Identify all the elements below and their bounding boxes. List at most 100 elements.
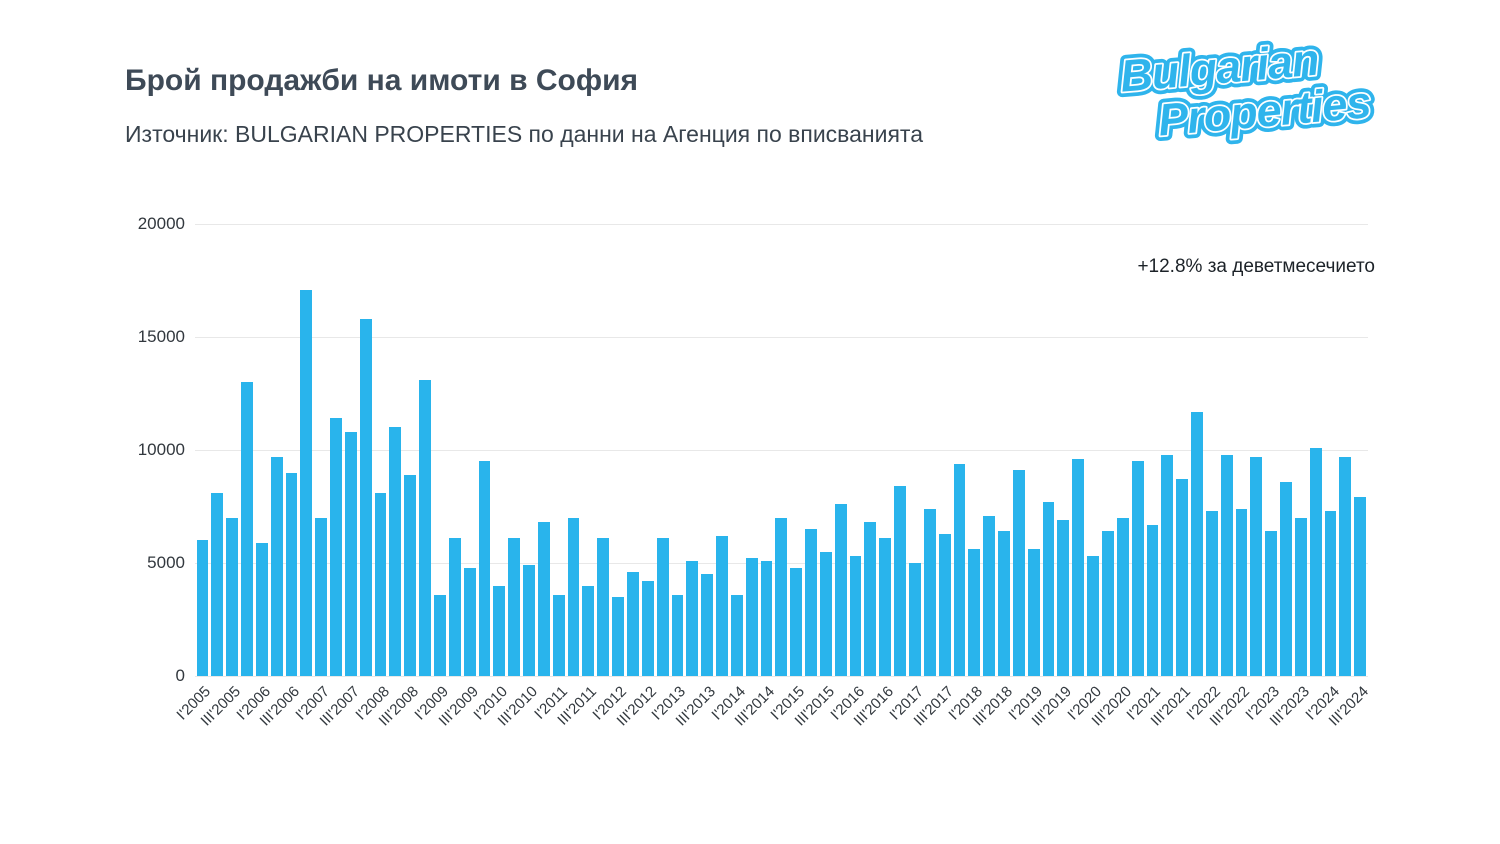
plot-area [195,224,1368,677]
bar-slot [1249,224,1264,676]
bar [285,472,298,676]
x-axis: I'2005 III'2005 I'2006 III'2006 I'2007 III'20… [174,677,1372,752]
bar-slot [744,224,759,676]
bar-slot [329,224,344,676]
bar-slot [299,224,314,676]
bar [1294,517,1307,676]
bar-slot [433,224,448,676]
bar-slot [908,224,923,676]
bar [819,551,832,676]
bar-slot [1264,224,1279,676]
bar [434,594,446,676]
bar [211,492,224,676]
bar [1101,531,1114,676]
bar-slot [655,224,670,676]
growth-annotation: +12.8% за деветмесечието [1137,256,1375,277]
bar [478,461,491,676]
bar-slot [967,224,982,676]
bar-slot [1145,224,1160,676]
bar-slot [789,224,804,676]
gridline [195,224,1368,225]
bar [1205,511,1218,676]
bar [983,515,996,676]
bar-slot [462,224,477,676]
bar [404,474,417,676]
bar-slot [358,224,373,676]
bar [1176,479,1189,676]
bar-slot [343,224,358,676]
y-tick-label: 15000 [137,327,185,346]
bar-slot [536,224,551,676]
bar-slot [1190,224,1205,676]
bar-slot [240,224,255,676]
bar-slot [1279,224,1294,676]
bar-slot [1026,224,1041,676]
bar-slot [625,224,640,676]
bar [1131,461,1144,676]
bar-slot [774,224,789,676]
bar-slot [1100,224,1115,676]
bar-slot [373,224,388,676]
bar [805,529,817,676]
bar-slot [492,224,507,676]
bar-slot [566,224,581,676]
bar [923,508,936,676]
bar-slot [522,224,537,676]
bar [315,517,328,676]
bar-slot [551,224,566,676]
bar [1042,501,1055,676]
bar-slot [878,224,893,676]
bar [493,585,506,676]
bar [701,574,714,676]
page-title: Брой продажби на имоти в София [125,64,639,97]
bar [1235,508,1248,676]
bar [1339,456,1352,676]
gridline [195,676,1368,677]
bar [241,382,253,676]
bar-slot [1041,224,1056,676]
bar [374,492,387,676]
bar-slot [1293,224,1308,676]
bar-slot [195,224,210,676]
bar [255,542,268,676]
bar [196,540,209,676]
bar [879,538,892,676]
bar-slot [952,224,967,676]
bar-slot [804,224,819,676]
bar-slot [715,224,730,676]
bar-slot [403,224,418,676]
bar [864,522,877,676]
bar [1354,497,1367,676]
bar-slot [759,224,774,676]
bar-slot [388,224,403,676]
bar [1057,520,1070,676]
bar-slot [818,224,833,676]
bar [597,538,610,676]
bar [849,556,862,676]
bar [745,558,758,676]
bar [998,531,1010,676]
bar [1161,454,1174,676]
bar [1220,454,1233,676]
bar-slot [1175,224,1190,676]
bar [270,456,283,676]
bar [300,289,313,676]
bar-slot [863,224,878,676]
bar [1087,556,1099,676]
bar-slot [1323,224,1338,676]
bar-slot [314,224,329,676]
gridline [195,450,1368,451]
bar-slot [1234,224,1249,676]
bar-slot [640,224,655,676]
bar-slot [833,224,848,676]
bar [909,563,921,676]
bar [730,594,743,676]
bar [1265,531,1278,676]
bar-slot [997,224,1012,676]
bar-slot [1056,224,1071,676]
bar-slot [581,224,596,676]
bar-slot [596,224,611,676]
bar-slot [729,224,744,676]
bar [968,549,981,676]
bar [448,538,461,676]
